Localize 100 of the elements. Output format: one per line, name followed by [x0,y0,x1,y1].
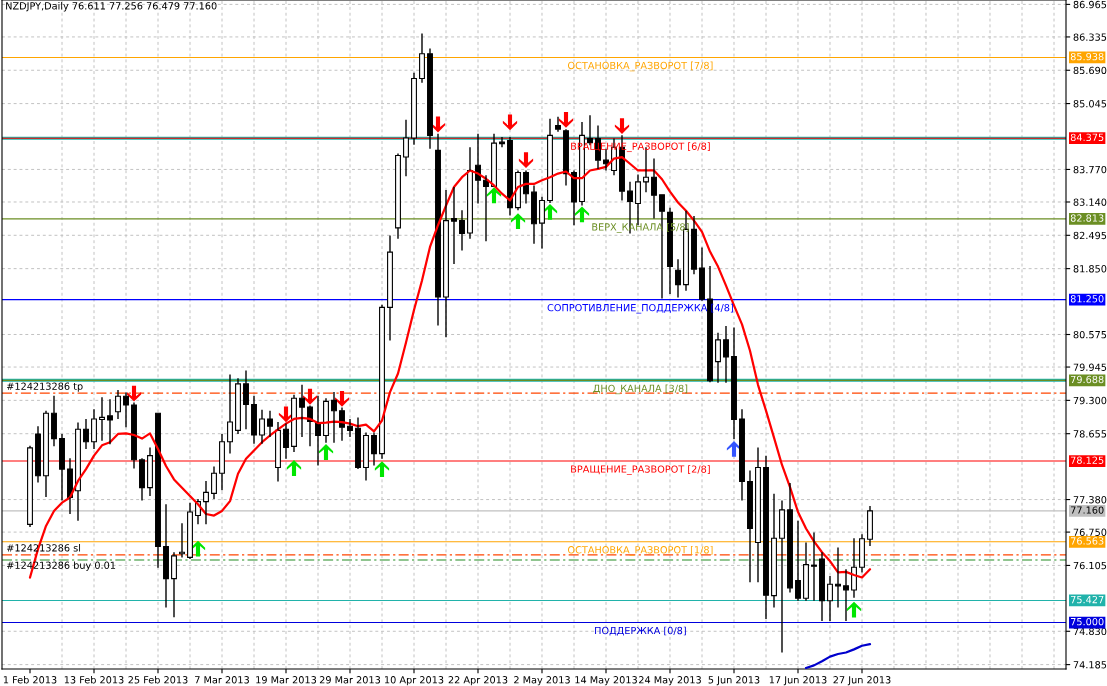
y-tick-label: 82.495 [1073,231,1107,240]
x-tick-label: 29 Mar 2013 [319,676,381,684]
x-tick-label: 22 Apr 2013 [448,676,508,686]
x-tick-label: 27 Jun 2013 [833,676,891,686]
candlestick [555,116,561,133]
candlestick [259,408,265,445]
candlestick [187,501,193,560]
ref-line-label: 81.250 [1070,295,1104,303]
x-tick-label: 14 May 2013 [575,676,637,686]
candlestick [131,401,137,470]
candlestick [347,418,353,438]
candlestick [531,184,537,245]
candlestick [803,541,809,602]
ref-line-label: 75.427 [1070,595,1104,604]
candlestick [43,410,49,498]
candlestick [299,384,305,438]
candlestick [467,146,473,240]
annotation: ВРАЩЕНИЕ_РАЗВОРОТ [2/8] [571,465,710,475]
candlestick [83,418,89,450]
candlestick [275,421,281,483]
candlestick [403,119,409,177]
candlestick [443,189,449,339]
x-tick-label: 19 Mar 2013 [256,676,317,684]
annotation: ОСТАНОВКА_РАЗВОРОТ [7/8] [567,61,713,72]
candlestick [147,446,153,497]
candlestick [331,391,337,444]
y-tick-label: 81.850 [1073,265,1107,273]
x-tick-label: 5 Jun 2013 [708,676,760,686]
candlestick [379,304,385,460]
y-tick-label: 79.945 [1073,363,1107,371]
candlestick [451,186,457,265]
candlestick [251,395,257,445]
ref-line-label: 77.160 [1070,506,1104,514]
candlestick [91,408,97,450]
candlestick [739,408,745,502]
candlestick [323,397,329,444]
candlestick [771,493,777,609]
point [518,152,534,169]
candlestick [843,568,849,622]
point [286,460,302,476]
ref-line-label: 78.125 [1070,456,1104,464]
y-tick-label: 80.575 [1073,330,1107,339]
candlestick [675,258,681,299]
ref-line-label: 79.688 [1070,375,1104,384]
annotation: ДНО_КАНАЛА [3/8] [593,384,688,395]
candlestick [395,152,401,240]
candlestick [371,431,377,467]
y-tick-label: 76.105 [1073,561,1107,570]
candlestick [851,537,857,599]
candlestick [563,128,569,187]
point [502,114,518,131]
x-tick-label: 1 Feb 2013 [3,675,57,684]
candlestick [515,169,521,211]
candlestick [107,398,113,445]
point [302,388,318,405]
x-tick-label: 17 Jun 2013 [769,676,827,686]
candlestick [499,136,505,148]
x-tick-label: 24 May 2013 [639,676,701,686]
candlestick [267,410,273,438]
y-tick-label: 79.300 [1073,396,1107,405]
y-tick-label: 78.655 [1073,430,1107,438]
candlestick [779,499,785,654]
candlestick [283,422,289,460]
candlestick [819,551,825,622]
point [846,601,862,618]
candlestick [435,133,441,327]
candlestick [547,118,553,204]
candlestick [419,32,425,84]
annotation: ОСТАНОВКА_РАЗВОРОТ [1/8] [567,545,713,556]
candlestick [787,482,793,594]
candlestick [755,446,761,583]
point [318,444,334,460]
candlestick [651,157,657,220]
candlestick [51,395,57,448]
candlestick [715,331,721,384]
line-series [804,643,872,669]
candlestick [411,72,417,146]
candlestick [115,389,121,420]
ref-line-label: 84.375 [1070,133,1104,142]
candlestick [203,480,209,526]
y-tick-label: 83.770 [1073,165,1107,174]
candlestick [291,393,297,453]
candlestick [459,209,465,252]
ref-line-label: 75.000 [1070,617,1104,626]
y-tick-label: 86.335 [1073,33,1107,41]
y-tick-label: 74.185 [1073,661,1107,669]
candlestick [795,520,801,602]
candlestick [75,421,81,522]
candlestick [763,454,769,620]
point [190,540,206,557]
point [334,390,350,407]
candlestick [363,431,369,482]
ref-line-label: 82.813 [1070,214,1104,222]
candlestick [539,196,545,250]
ref-line-label: 76.563 [1070,537,1104,545]
candlestick [67,457,73,515]
x-tick-label: 7 Mar 2013 [195,676,249,684]
point [126,385,142,402]
candlestick [219,433,225,491]
point [542,203,558,220]
